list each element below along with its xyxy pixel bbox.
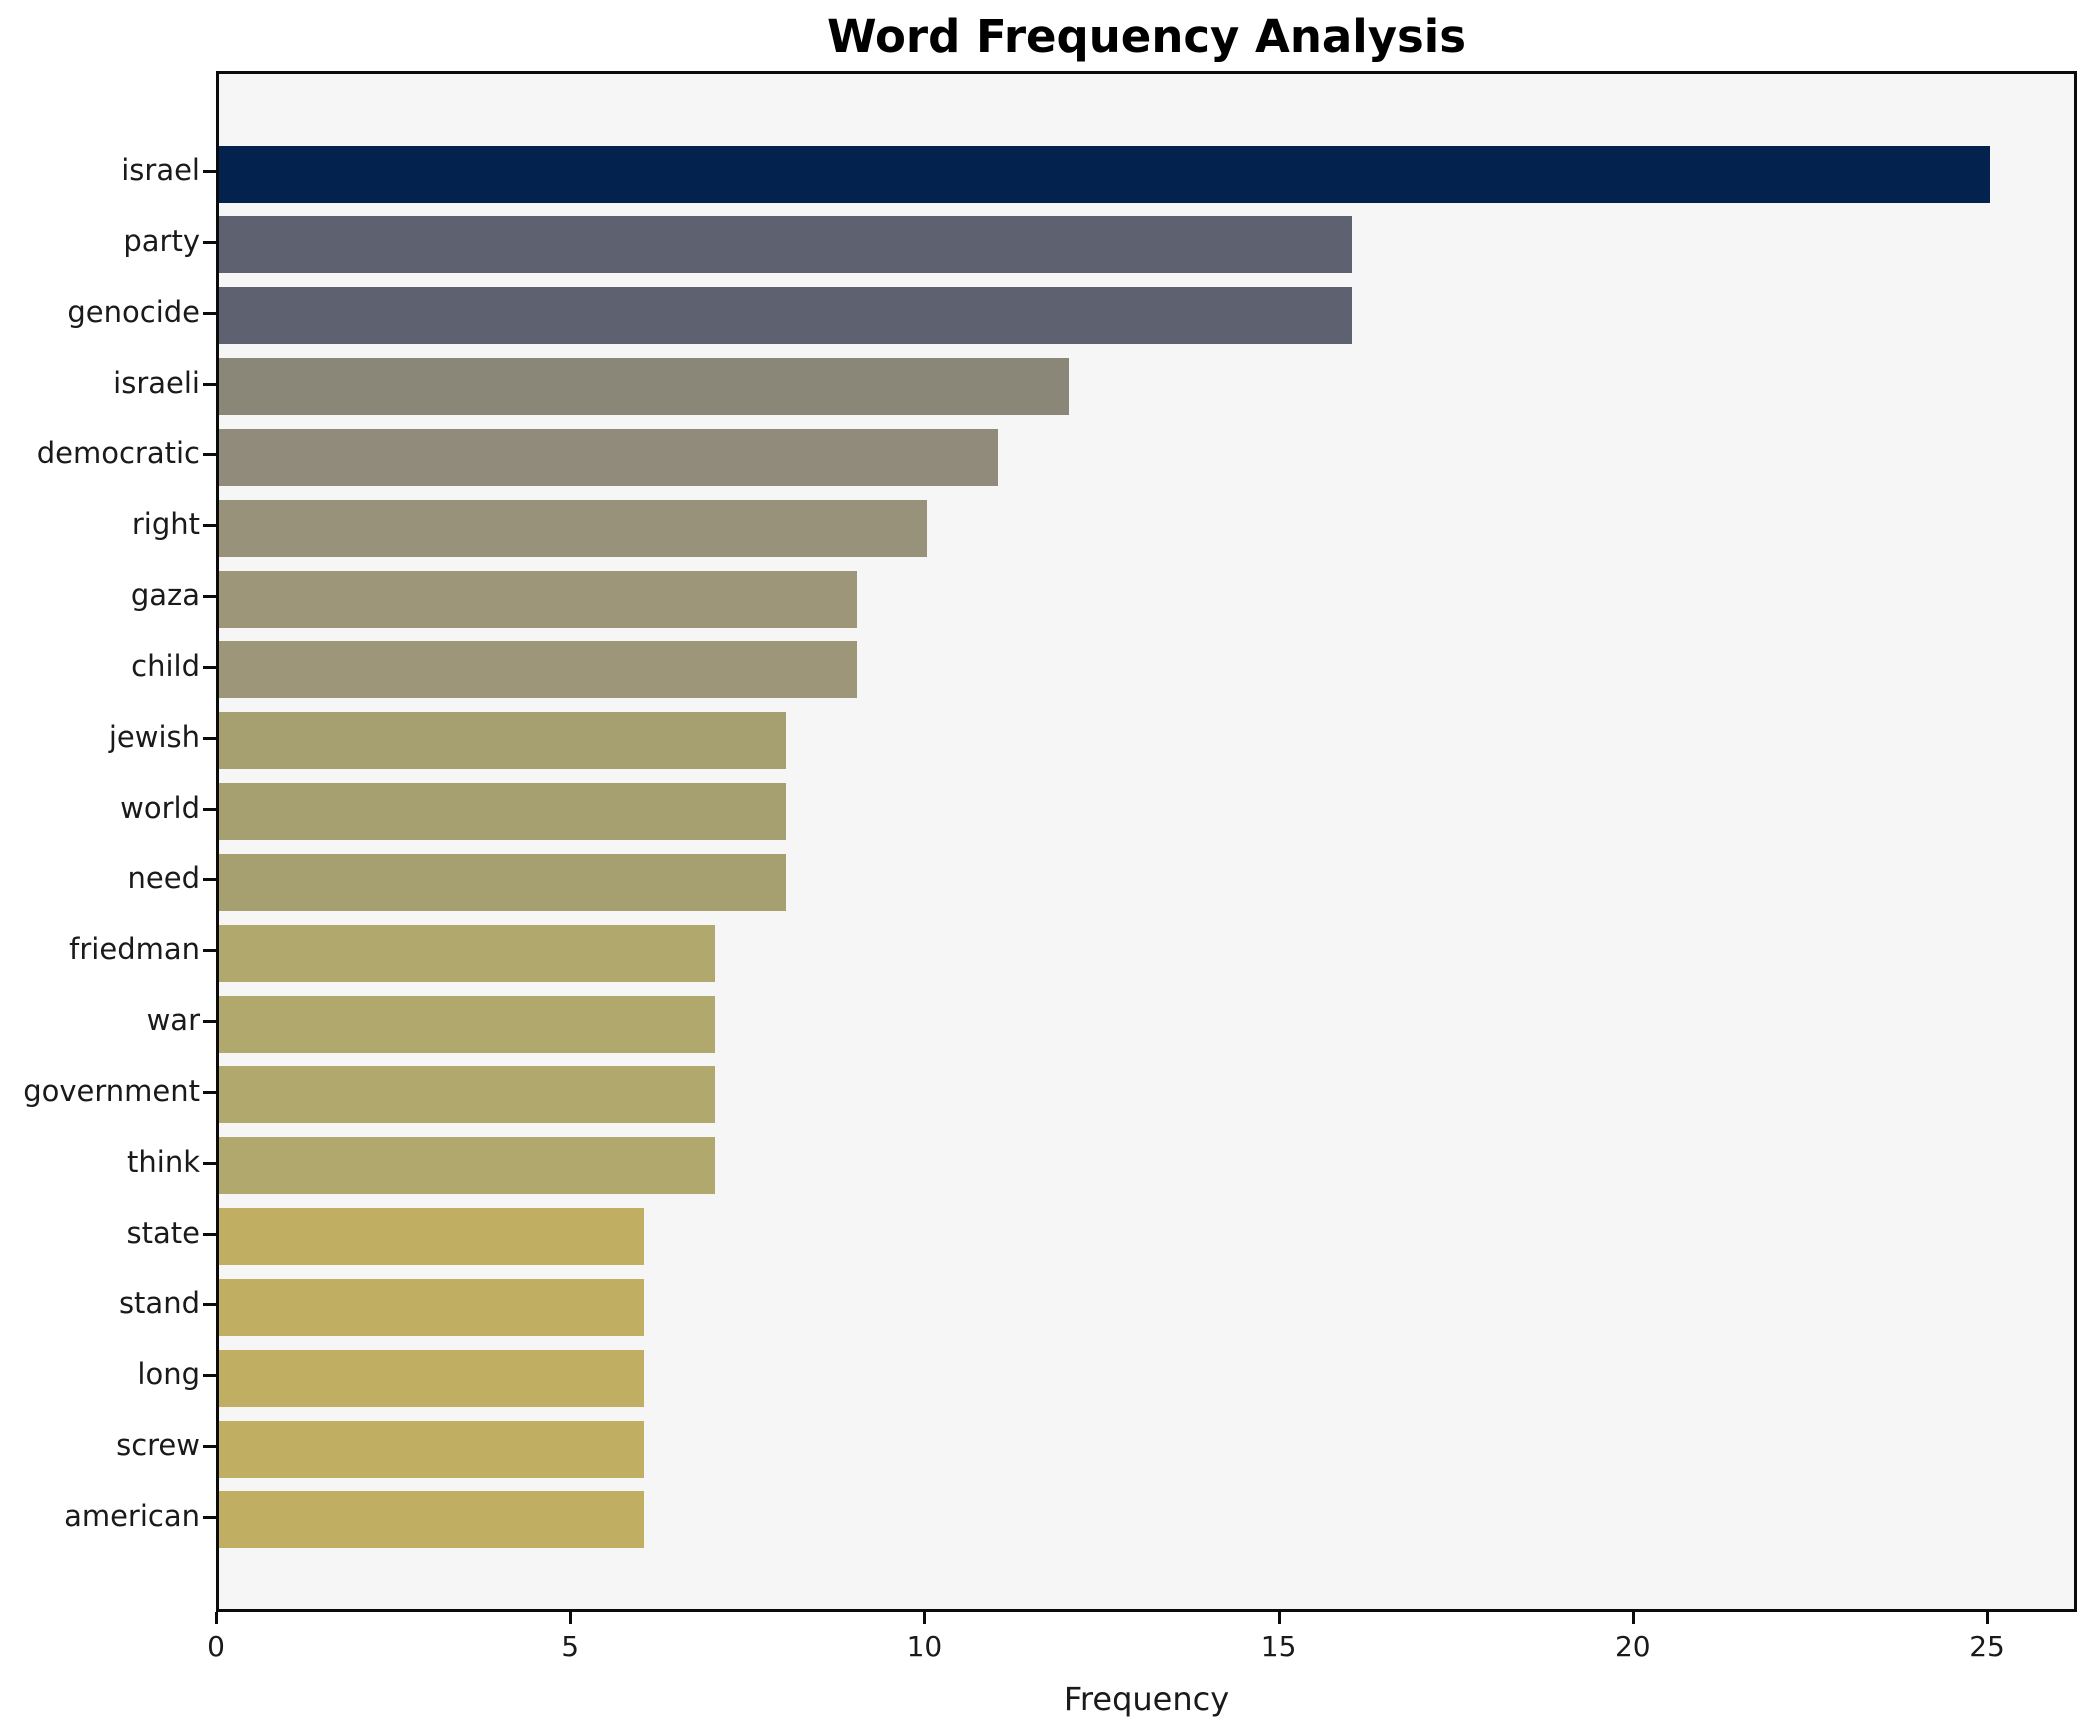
x-tick-label-5: 5: [561, 1630, 580, 1663]
y-tick-think: [203, 1161, 216, 1165]
x-tick-label-25: 25: [1969, 1630, 2005, 1663]
bar-party: [219, 216, 1353, 274]
y-tick-need: [203, 878, 216, 882]
y-tick-genocide: [203, 311, 216, 315]
bar-stand: [219, 1278, 645, 1336]
y-label-democratic: democratic: [36, 436, 200, 471]
y-tick-jewish: [203, 736, 216, 740]
y-label-world: world: [120, 790, 200, 825]
y-tick-government: [203, 1090, 216, 1094]
y-label-right: right: [131, 507, 200, 542]
bar-world: [219, 783, 786, 841]
bar-israel: [219, 145, 1991, 203]
y-tick-israeli: [203, 382, 216, 386]
y-label-israel: israel: [121, 153, 200, 187]
bar-screw: [219, 1420, 645, 1478]
x-tick-5: [569, 1612, 573, 1624]
y-label-israeli: israeli: [113, 365, 200, 400]
y-tick-war: [203, 1020, 216, 1024]
y-tick-screw: [203, 1445, 216, 1449]
bar-need: [219, 853, 786, 911]
y-label-war: war: [146, 1003, 200, 1038]
y-tick-gaza: [203, 595, 216, 599]
y-tick-state: [203, 1232, 216, 1236]
y-tick-democratic: [203, 453, 216, 457]
y-tick-world: [203, 807, 216, 811]
y-label-government: government: [23, 1073, 200, 1108]
y-label-think: think: [127, 1144, 200, 1179]
bar-genocide: [219, 287, 1353, 345]
bar-think: [219, 1137, 715, 1195]
bar-jewish: [219, 712, 786, 770]
bar-right: [219, 499, 928, 557]
x-tick-label-0: 0: [207, 1630, 225, 1663]
x-axis-label: Frequency: [1063, 1680, 1230, 1718]
y-tick-american: [203, 1515, 216, 1519]
y-tick-long: [203, 1374, 216, 1378]
x-tick-15: [1277, 1612, 1281, 1624]
x-tick-25: [1986, 1612, 1990, 1624]
y-label-child: child: [131, 648, 200, 683]
y-tick-friedman: [203, 949, 216, 953]
y-tick-israel: [203, 170, 216, 173]
y-label-stand: stand: [118, 1286, 200, 1321]
x-tick-label-15: 15: [1260, 1630, 1297, 1663]
y-label-screw: screw: [116, 1428, 200, 1463]
y-label-genocide: genocide: [67, 294, 200, 329]
bar-israeli: [219, 358, 1070, 416]
y-tick-right: [203, 524, 216, 528]
y-label-state: state: [126, 1215, 200, 1250]
y-label-american: american: [64, 1498, 200, 1533]
x-tick-0: [215, 1612, 218, 1624]
bar-war: [219, 995, 715, 1053]
plot-area: [216, 71, 2077, 1612]
y-label-party: party: [123, 223, 200, 258]
y-tick-stand: [203, 1303, 216, 1307]
bar-child: [219, 641, 857, 699]
y-label-need: need: [127, 861, 200, 896]
y-label-gaza: gaza: [130, 578, 200, 613]
bar-state: [219, 1208, 645, 1266]
x-tick-10: [923, 1612, 927, 1624]
y-label-friedman: friedman: [69, 932, 200, 967]
bar-gaza: [219, 570, 857, 628]
x-tick-label-20: 20: [1614, 1630, 1651, 1663]
bar-government: [219, 1066, 715, 1124]
x-tick-label-10: 10: [906, 1630, 943, 1663]
bar-long: [219, 1349, 645, 1407]
y-tick-party: [203, 240, 216, 244]
chart-title: Word Frequency Analysis: [826, 10, 1467, 63]
x-tick-20: [1631, 1612, 1635, 1624]
y-label-jewish: jewish: [108, 719, 200, 754]
bar-friedman: [219, 924, 715, 982]
bar-american: [219, 1491, 645, 1549]
bar-democratic: [219, 428, 999, 486]
y-label-long: long: [137, 1357, 200, 1392]
y-tick-child: [203, 665, 216, 669]
